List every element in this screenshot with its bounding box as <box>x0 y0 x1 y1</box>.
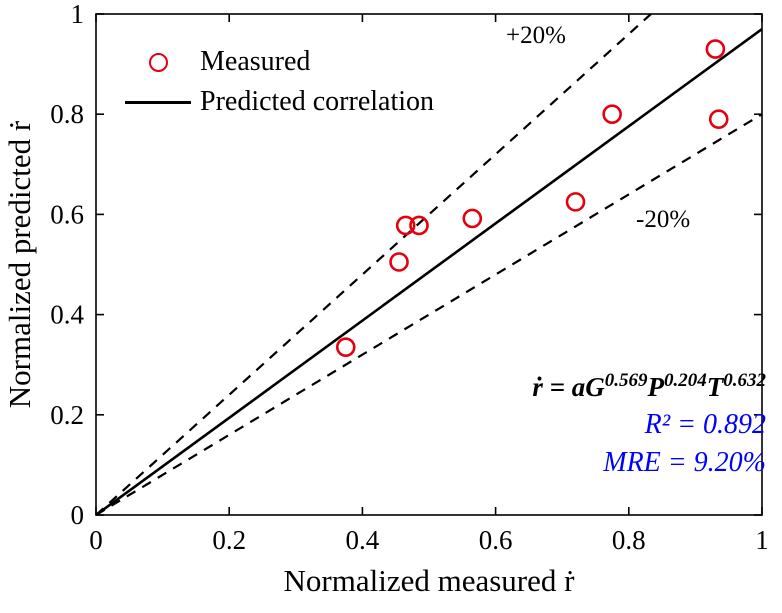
reference-lines <box>95 13 763 517</box>
data-point <box>335 337 356 357</box>
x-tick-label: 1 <box>755 525 769 555</box>
correlation-equation: ṙ = aG0.569P0.204T0.632 <box>532 370 766 402</box>
plus-20pct-label: +20% <box>506 22 566 49</box>
y-tick-label: 0 <box>71 500 85 530</box>
annotation-block: ṙ = aG0.569P0.204T0.632 R² = 0.892 MRE =… <box>532 370 766 479</box>
measured-points <box>335 39 729 357</box>
legend-item-measured: Measured <box>122 42 434 82</box>
axes-box <box>95 13 763 516</box>
legend-label-measured: Measured <box>200 46 311 77</box>
minus-20pct-line <box>95 113 763 516</box>
x-tick-label: 0 <box>89 525 103 555</box>
data-point <box>602 104 622 124</box>
x-tick-label: 0.4 <box>346 525 380 555</box>
data-point <box>389 252 409 272</box>
y-tick-label: 0.8 <box>50 99 84 129</box>
mre-value: MRE = 9.20% <box>603 447 766 478</box>
ticks: 0 0.2 0.4 0.6 0.8 1 0 0.2 0.4 0.6 0.8 1 <box>50 0 769 555</box>
x-tick-label: 0.6 <box>479 525 513 555</box>
y-tick-label: 0.6 <box>50 199 84 229</box>
x-tick-label: 0.8 <box>612 525 646 555</box>
y-tick-label: 0.4 <box>50 300 84 330</box>
data-point <box>462 208 483 229</box>
x-tick-label: 0.2 <box>212 525 246 555</box>
legend: Measured Predicted correlation <box>122 42 434 122</box>
minus-20pct-label: -20% <box>636 206 691 233</box>
y-tick-label: 1 <box>71 0 85 29</box>
x-axis-label: Normalized measured ṙ <box>284 563 576 598</box>
data-point <box>395 215 416 236</box>
legend-item-predicted: Predicted correlation <box>122 82 434 122</box>
predicted-correlation-line <box>95 27 763 517</box>
data-point <box>708 109 729 130</box>
data-point <box>409 215 429 236</box>
legend-label-predicted: Predicted correlation <box>200 86 435 117</box>
y-axis-label: Normalized predicted ṙ <box>2 120 37 408</box>
measured-marker-icon <box>122 52 194 72</box>
y-tick-label: 0.2 <box>50 400 84 430</box>
data-point <box>705 39 726 59</box>
data-point <box>565 192 586 212</box>
r-squared-value: R² = 0.892 <box>644 409 766 440</box>
predicted-line-icon <box>122 100 194 104</box>
